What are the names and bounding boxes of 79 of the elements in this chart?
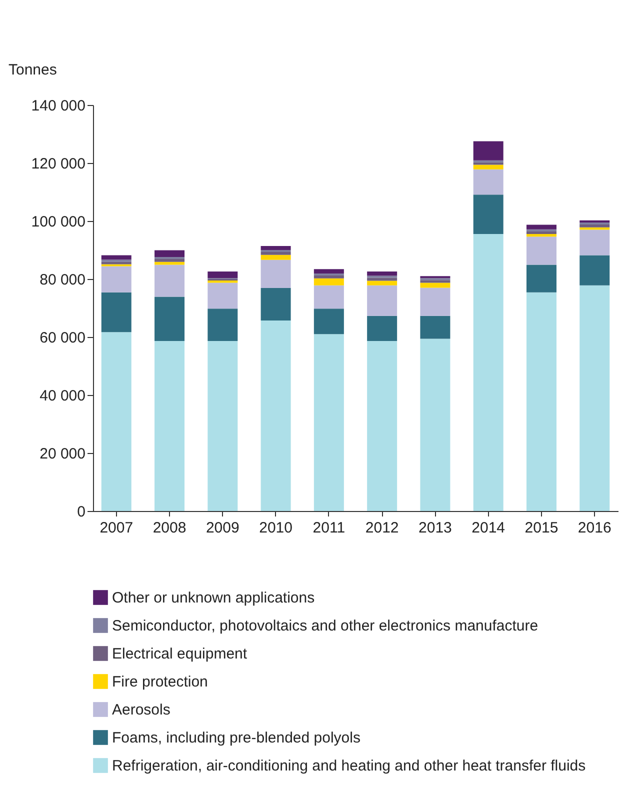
y-tick-label: 0 <box>77 504 86 520</box>
bar <box>473 234 504 511</box>
bar <box>526 231 556 234</box>
y-axis-title: Tonnes <box>8 62 57 78</box>
x-tick-label: 2009 <box>206 520 240 536</box>
bar <box>420 338 450 511</box>
bar <box>367 341 398 511</box>
bar <box>154 296 185 342</box>
bar <box>580 224 610 228</box>
bar <box>208 308 238 342</box>
x-tick-label: 2011 <box>312 520 346 536</box>
bar <box>154 250 185 257</box>
bar <box>314 308 344 334</box>
y-tick-label: 120 000 <box>31 156 86 172</box>
bar <box>260 260 291 288</box>
x-tick-label: 2008 <box>152 520 186 536</box>
bar <box>420 288 450 316</box>
bar <box>260 252 291 255</box>
x-tick-label: 2010 <box>259 520 292 536</box>
legend-label: Foams, including pre-blended polyols <box>112 730 360 746</box>
bar <box>260 320 291 511</box>
y-tick-label: 40 000 <box>40 388 86 404</box>
bar <box>526 292 556 511</box>
legend-label: Fire protection <box>112 674 208 690</box>
bar <box>367 280 398 286</box>
x-tick-label: 2013 <box>418 520 452 536</box>
bar <box>367 316 398 342</box>
bar <box>367 271 398 276</box>
bar <box>580 285 610 511</box>
bar <box>314 269 344 274</box>
x-tick-label: 2014 <box>472 520 506 536</box>
bar <box>314 278 344 286</box>
bar <box>526 236 556 265</box>
bar <box>208 280 238 283</box>
bar <box>420 282 450 288</box>
bar <box>314 334 344 511</box>
bar <box>314 273 344 276</box>
bar <box>580 230 610 256</box>
bar <box>473 164 504 170</box>
x-tick-label: 2016 <box>578 520 612 536</box>
bar <box>101 266 132 292</box>
bar <box>154 341 185 511</box>
x-tick-label: 2007 <box>100 520 134 536</box>
bar <box>526 224 556 230</box>
y-tick-label: 140 000 <box>31 98 86 114</box>
bar <box>314 276 344 278</box>
bar <box>473 169 504 195</box>
bar <box>260 246 291 250</box>
bar <box>420 316 450 339</box>
bar <box>526 264 556 292</box>
bar <box>154 264 185 297</box>
bar <box>260 254 291 260</box>
legend-label: Other or unknown applications <box>112 590 315 606</box>
y-tick-label: 20 000 <box>40 446 86 462</box>
legend-label: Aerosols <box>112 702 170 718</box>
y-tick-label: 80 000 <box>40 272 86 288</box>
bar <box>208 271 238 278</box>
y-tick-label: 100 000 <box>31 214 86 230</box>
bar <box>367 285 398 316</box>
bar <box>420 280 450 283</box>
x-tick-label: 2015 <box>524 520 558 536</box>
bar <box>314 285 344 309</box>
bar <box>473 141 504 160</box>
bar <box>208 282 238 309</box>
bar <box>101 332 132 511</box>
bar <box>526 234 556 237</box>
x-tick-label: 2012 <box>365 520 399 536</box>
bar <box>101 255 132 260</box>
bar <box>473 194 504 234</box>
bar <box>154 262 185 265</box>
bar <box>580 255 610 286</box>
bar <box>101 292 132 332</box>
legend-label: Refrigeration, air-conditioning and heating and other heat transfer fluids <box>112 758 586 774</box>
legend-label: Semiconductor, photovoltaics and other electronics manufacture <box>112 618 538 634</box>
bar <box>154 258 185 262</box>
y-tick-label: 60 000 <box>40 330 86 346</box>
bar <box>260 288 291 320</box>
bar <box>208 341 238 511</box>
legend-label: Electrical equipment <box>112 646 248 662</box>
